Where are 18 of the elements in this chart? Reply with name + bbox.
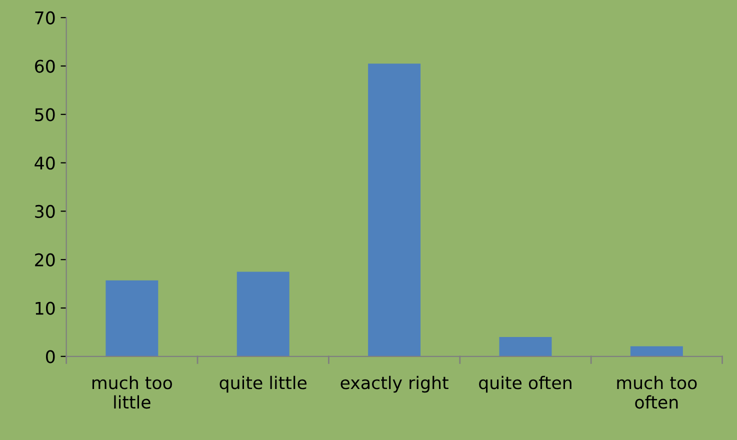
bar <box>106 280 158 356</box>
bar <box>499 337 552 356</box>
x-tick-label: quite often <box>479 376 572 393</box>
y-tick-label: 70 <box>35 11 55 24</box>
y-tick-label: 40 <box>34 156 55 170</box>
y-tick-label: 20 <box>35 253 55 266</box>
y-tick-label: 0 <box>46 350 55 364</box>
x-tick-label: quite little <box>220 376 306 393</box>
y-tick-label: 10 <box>36 302 55 315</box>
bar <box>236 272 290 356</box>
bar <box>368 64 421 356</box>
y-tick-label: 30 <box>35 204 55 218</box>
y-tick-label: 50 <box>35 108 55 122</box>
y-tick-label: 60 <box>35 60 55 73</box>
x-tick-label: much too little <box>92 376 172 409</box>
bar <box>630 346 683 356</box>
x-tick-label: much too often <box>617 376 697 409</box>
x-tick-label: exactly right <box>340 376 448 393</box>
